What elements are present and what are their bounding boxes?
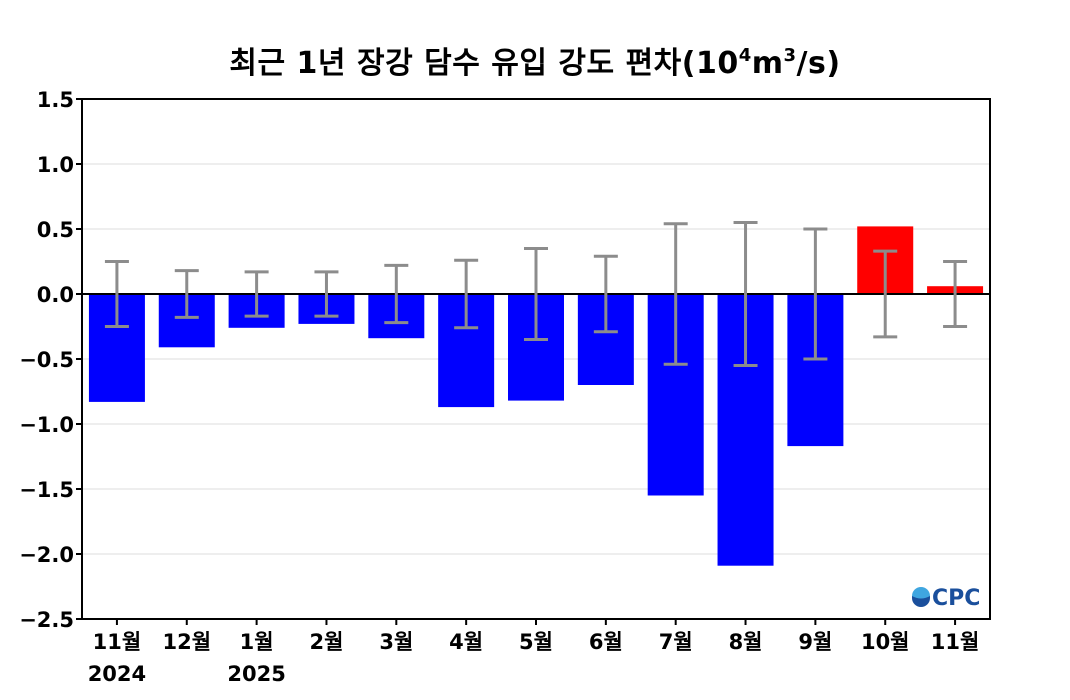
y-tick-label: −1.0 (19, 413, 74, 437)
y-axis-ticks: 1.5 1.0 0.5 0.0 −0.5 −1.0 −1.5 −2.0 −2.5 (19, 88, 82, 632)
title-exponent-1: 4 (738, 45, 752, 66)
x-tick-label: 12월 (162, 630, 211, 654)
x-year-label: 2025 (227, 662, 285, 686)
x-tick-label: 7월 (659, 630, 693, 654)
y-tick-label: 1.0 (37, 153, 74, 177)
bars (88, 226, 984, 566)
logo-wave-icon (912, 596, 930, 607)
cpc-logo: CPC (912, 586, 980, 611)
y-tick-label: −2.5 (19, 608, 74, 632)
logo-text: CPC (932, 586, 980, 611)
x-tick-label: 11월 (93, 630, 142, 654)
x-tick-label: 6월 (589, 630, 623, 654)
y-tick-label: 1.5 (37, 88, 74, 112)
x-tick-label: 11월 (931, 630, 980, 654)
x-tick-label: 2월 (309, 630, 343, 654)
x-tick-label: 4월 (449, 630, 483, 654)
title-exponent-2: 3 (783, 45, 797, 66)
y-tick-label: −0.5 (19, 348, 74, 372)
error-bars (104, 221, 968, 367)
x-tick-label: 5월 (519, 630, 553, 654)
x-axis-ticks: 11월 2024 12월 1월 2025 2월 3월 4월 5월 6월 7월 8월 9월 10월 11월 (88, 619, 980, 686)
x-tick-label: 3월 (379, 630, 413, 654)
x-tick-label: 1월 (240, 630, 274, 654)
title-main: 최근 1년 장강 담수 유입 강도 편차(10 (229, 46, 739, 81)
x-tick-label: 9월 (798, 630, 832, 654)
title-unit-end: /s) (796, 46, 841, 81)
y-tick-label: 0.0 (37, 283, 74, 307)
chart-title: 최근 1년 장강 담수 유입 강도 편차(104m3/s) (0, 38, 1070, 82)
x-tick-label: 10월 (861, 630, 910, 654)
y-tick-label: −2.0 (19, 543, 74, 567)
x-tick-label: 8월 (729, 630, 763, 654)
y-tick-label: −1.5 (19, 478, 74, 502)
x-year-label: 2024 (88, 662, 146, 686)
y-tick-label: 0.5 (37, 218, 74, 242)
title-unit-m: m (751, 46, 784, 81)
